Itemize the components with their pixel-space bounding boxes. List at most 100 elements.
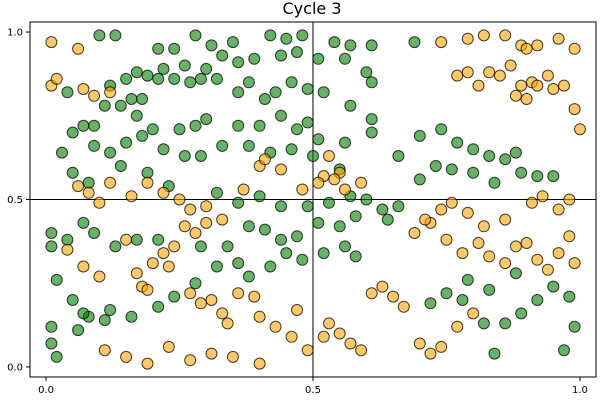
data-point: [120, 233, 133, 246]
data-point: [232, 86, 245, 99]
y-tick-label: 0.0: [7, 362, 23, 373]
data-point: [157, 62, 170, 75]
data-point: [477, 317, 490, 330]
data-point: [130, 267, 143, 280]
data-point: [558, 79, 570, 92]
data-point: [66, 166, 79, 179]
x-tick-label: 0.0: [38, 385, 54, 396]
data-point: [237, 183, 250, 196]
data-point: [82, 186, 95, 199]
data-point: [77, 307, 90, 320]
data-point: [483, 150, 496, 162]
data-point: [541, 69, 554, 82]
data-point: [45, 240, 58, 253]
data-point: [242, 220, 255, 233]
data-point: [50, 72, 63, 85]
data-point: [56, 146, 68, 159]
data-point: [280, 32, 293, 45]
data-point: [312, 133, 325, 146]
data-point: [477, 220, 490, 233]
data-point: [429, 160, 442, 172]
data-point: [461, 32, 474, 45]
data-point: [184, 203, 197, 216]
data-point: [168, 290, 181, 303]
data-point: [440, 233, 453, 246]
data-point: [50, 273, 63, 286]
data-point: [531, 79, 544, 92]
data-point: [552, 247, 565, 260]
data-point: [45, 337, 58, 350]
data-point: [317, 86, 330, 99]
data-point: [226, 36, 239, 49]
data-point: [339, 183, 351, 196]
data-point: [168, 72, 181, 85]
data-point: [178, 150, 191, 162]
data-point: [344, 99, 357, 112]
data-point: [328, 173, 341, 186]
data-point: [130, 233, 143, 246]
data-point: [360, 66, 373, 79]
data-point: [360, 193, 373, 206]
data-point: [157, 186, 170, 199]
data-point: [461, 273, 474, 286]
data-point: [258, 93, 271, 105]
data-point: [253, 119, 266, 132]
data-point: [194, 297, 207, 310]
data-point: [184, 354, 197, 367]
data-point: [66, 294, 79, 306]
data-point: [408, 227, 421, 239]
data-point: [323, 317, 335, 330]
data-point: [253, 357, 266, 370]
data-point: [72, 180, 85, 193]
data-point: [120, 350, 133, 363]
data-point: [285, 330, 298, 343]
data-point: [365, 287, 378, 300]
data-point: [509, 89, 522, 102]
data-point: [339, 52, 351, 65]
data-point: [515, 79, 528, 92]
data-point: [520, 42, 533, 55]
data-point: [136, 93, 149, 105]
data-point: [152, 300, 165, 313]
data-point: [141, 283, 154, 296]
data-point: [264, 260, 277, 273]
data-point: [531, 294, 544, 306]
data-point: [189, 119, 202, 132]
data-point: [291, 304, 303, 316]
data-point: [221, 317, 234, 330]
data-point: [397, 300, 410, 313]
data-point: [200, 113, 213, 126]
data-point: [88, 119, 101, 132]
data-point: [194, 150, 207, 162]
data-point: [253, 190, 266, 203]
data-point: [93, 270, 106, 283]
data-point: [61, 233, 74, 246]
data-point: [333, 327, 346, 340]
data-point: [563, 230, 576, 243]
data-point: [221, 240, 234, 253]
data-point: [200, 62, 213, 75]
data-point: [189, 29, 202, 42]
data-point: [210, 186, 223, 199]
data-point: [547, 170, 560, 183]
axis-ticks: 0.0 0.5 1.0 0.0 0.5 1.0: [7, 28, 588, 396]
data-point: [216, 307, 229, 320]
data-point: [301, 200, 314, 213]
data-point: [515, 166, 528, 179]
data-point: [93, 29, 106, 42]
data-point: [413, 337, 426, 350]
data-point: [333, 220, 346, 233]
data-point: [312, 176, 325, 189]
data-point: [312, 216, 325, 229]
data-point: [349, 250, 362, 263]
data-point: [264, 29, 277, 42]
data-point: [419, 213, 432, 226]
data-point: [568, 257, 581, 270]
data-point: [461, 206, 474, 219]
data-point: [184, 287, 197, 300]
data-point: [568, 103, 581, 116]
data-point: [232, 257, 245, 270]
data-point: [483, 250, 496, 263]
data-point: [509, 240, 522, 253]
